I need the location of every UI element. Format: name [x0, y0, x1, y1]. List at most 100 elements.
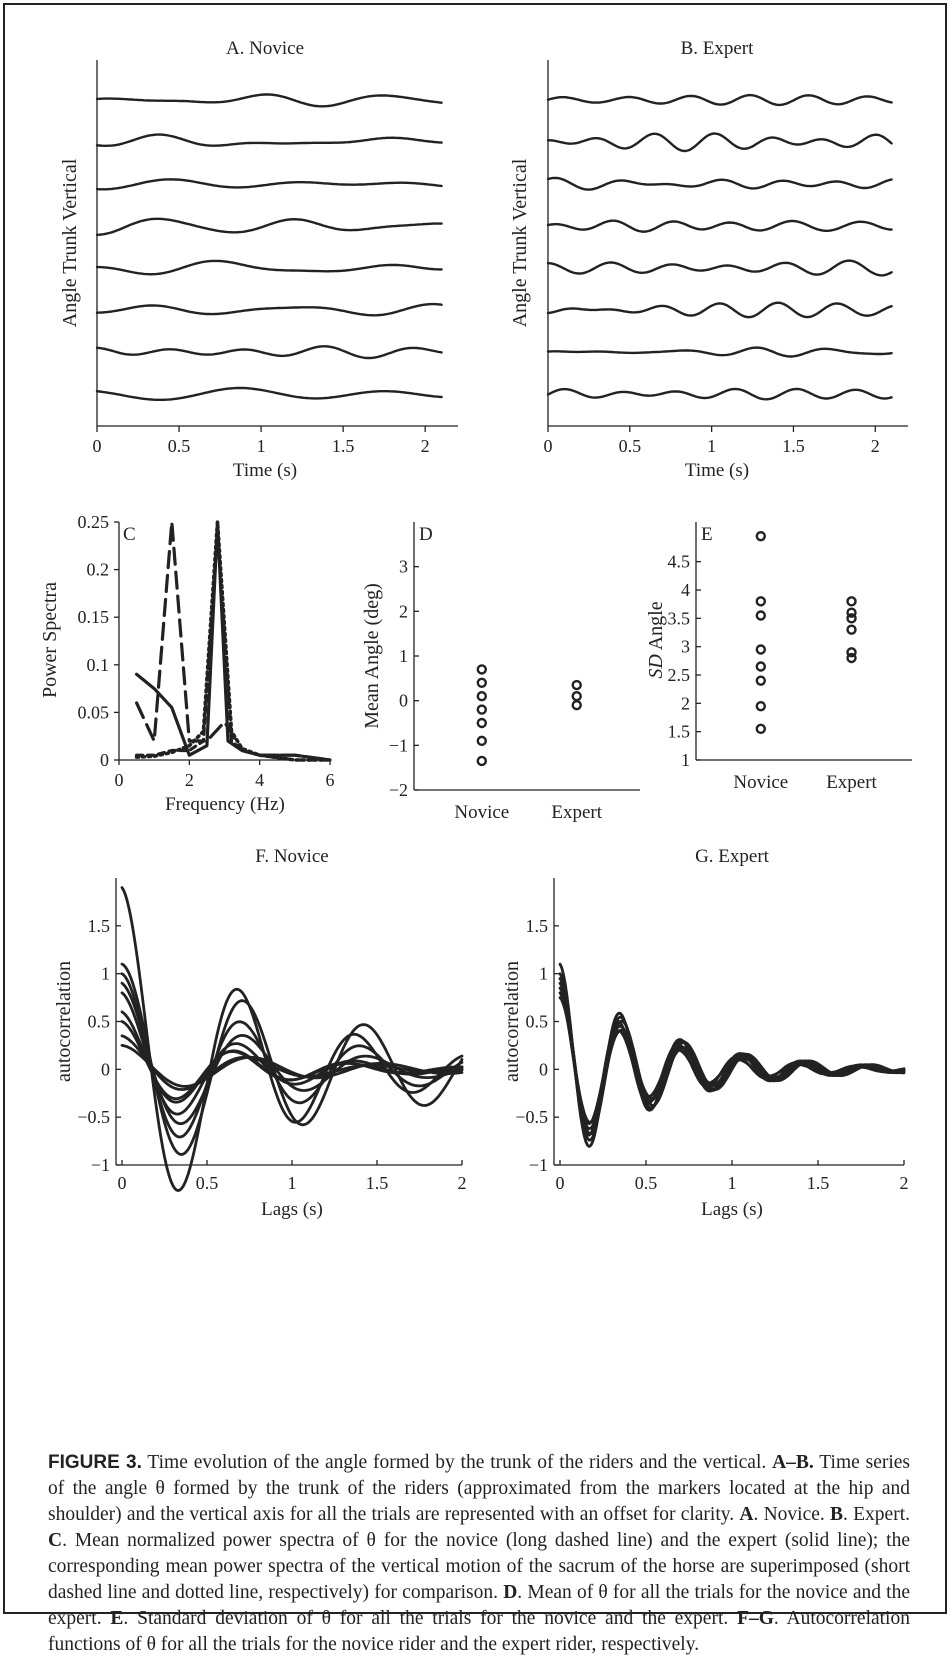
y-tick-label: 0.2 — [87, 560, 110, 580]
caption-segment: . Novice. — [753, 1504, 831, 1525]
y-axis-label: autocorrelation — [501, 961, 523, 1082]
caption-segment: . Mean normalized power spectra of θ for… — [48, 1530, 910, 1603]
autocorrelation-line — [558, 977, 906, 1137]
x-tick-label: 0.5 — [196, 1173, 219, 1193]
autocorrelation-line — [120, 1034, 464, 1091]
figure-border — [3, 3, 947, 1614]
x-axis-label: Time (s) — [685, 460, 749, 481]
trace-line — [95, 259, 443, 276]
autocorrelation-line — [558, 996, 906, 1124]
y-tick-label: 0 — [101, 1059, 110, 1079]
x-tick-label: 6 — [326, 770, 335, 790]
x-tick-label: 1 — [257, 436, 266, 456]
data-point — [755, 596, 766, 607]
data-point — [846, 613, 857, 624]
y-axis-label: SD Angle — [645, 601, 667, 678]
y-tick-label: 0.5 — [88, 1012, 111, 1032]
y-axis-label: Angle Trunk Vertical — [59, 158, 81, 327]
y-tick-label: 2 — [681, 693, 690, 713]
y-tick-label: −0.5 — [77, 1107, 110, 1127]
x-axis-label: Lags (s) — [261, 1199, 323, 1220]
y-tick-label: 0.05 — [78, 702, 110, 722]
figure-canvas: A. Novice Angle Trunk Vertical 0 0.5 1 1.5 2 Ti… — [39, 38, 912, 1220]
x-tick-label: 2 — [871, 436, 880, 456]
trace-line — [546, 387, 893, 401]
caption-segment: Time series of the angle θ formed by the… — [48, 1452, 911, 1525]
caption-body: Time evolution of the angle formed by th… — [48, 1452, 910, 1655]
y-tick-label: 4.5 — [668, 552, 691, 572]
x-tick-label: 2 — [185, 770, 194, 790]
data-point — [755, 644, 766, 655]
x-tick-label: 1 — [288, 1173, 297, 1193]
x-tick-label: 0 — [556, 1173, 565, 1193]
x-axis-label: Frequency (Hz) — [165, 794, 285, 815]
data-point — [755, 723, 766, 735]
x-category-label: Expert — [551, 802, 602, 823]
x-tick-label: 0 — [118, 1173, 127, 1193]
trace-line — [546, 301, 893, 319]
autocorrelation-line — [120, 972, 464, 1139]
y-tick-label: −2 — [389, 780, 408, 800]
x-tick-label: 1.5 — [807, 1173, 830, 1193]
x-tick-label: 1.5 — [366, 1173, 389, 1193]
y-tick-label: 2.5 — [668, 665, 691, 685]
y-tick-label: 2 — [399, 601, 408, 621]
y-tick-label: −1 — [91, 1155, 110, 1175]
caption-segment: C — [48, 1530, 63, 1551]
trace-line — [95, 302, 443, 317]
caption-segment: . Standard deviation of θ for all the tr… — [123, 1608, 738, 1629]
y-tick-label: 0.25 — [78, 512, 110, 532]
y-tick-label: 4 — [681, 580, 690, 600]
trace-line — [95, 386, 443, 401]
y-tick-label: 0.15 — [78, 607, 110, 627]
trace-line — [95, 345, 443, 360]
y-tick-label: −0.5 — [515, 1107, 548, 1127]
trace-line — [546, 132, 893, 153]
panel-label: D — [419, 524, 433, 545]
y-axis-label: Mean Angle (deg) — [361, 583, 383, 729]
data-point — [476, 691, 487, 702]
caption-segment: A–B. — [772, 1452, 814, 1473]
caption-segment: E — [110, 1608, 124, 1629]
y-tick-label: 0.5 — [526, 1012, 549, 1032]
y-tick-label: 3 — [399, 557, 408, 577]
data-point — [571, 679, 582, 691]
autocorrelation-line — [558, 981, 906, 1136]
panel-label: C — [123, 524, 136, 545]
x-tick-label: 1 — [707, 436, 716, 456]
caption-segment: B — [830, 1504, 844, 1525]
data-point — [571, 691, 582, 702]
x-category-label: Novice — [733, 772, 788, 793]
data-point — [846, 652, 857, 664]
y-tick-label: 0 — [539, 1059, 548, 1079]
x-axis-label: Lags (s) — [701, 1199, 763, 1220]
trace-line — [95, 178, 443, 191]
trace-line — [546, 259, 893, 277]
y-tick-label: 0.1 — [87, 655, 110, 675]
data-point — [846, 647, 857, 658]
y-axis-label: autocorrelation — [53, 961, 75, 1082]
x-tick-label: 2 — [421, 436, 430, 456]
trace-line — [95, 217, 443, 236]
y-tick-label: 0 — [399, 691, 408, 711]
spectrum-solid-line — [135, 520, 332, 762]
data-point — [571, 699, 582, 711]
x-tick-label: 2 — [900, 1173, 909, 1193]
autocorrelation-line — [120, 1020, 464, 1101]
y-tick-label: 1.5 — [526, 916, 549, 936]
y-tick-label: 3 — [681, 637, 690, 657]
x-axis-label: Time (s) — [233, 460, 297, 481]
data-point — [755, 675, 766, 686]
y-tick-label: −1 — [389, 735, 408, 755]
y-tick-label: 1 — [399, 646, 408, 666]
y-tick-label: 1 — [101, 964, 110, 984]
caption-segment: F–G — [737, 1608, 774, 1629]
panel-title: A. Novice — [226, 38, 304, 59]
trace-line — [95, 133, 443, 147]
caption-label: FIGURE 3. — [48, 1452, 142, 1473]
data-point — [846, 607, 857, 618]
x-category-label: Novice — [454, 802, 509, 823]
x-category-label: Expert — [826, 772, 877, 793]
trace-line — [95, 93, 443, 108]
data-point — [755, 700, 766, 712]
